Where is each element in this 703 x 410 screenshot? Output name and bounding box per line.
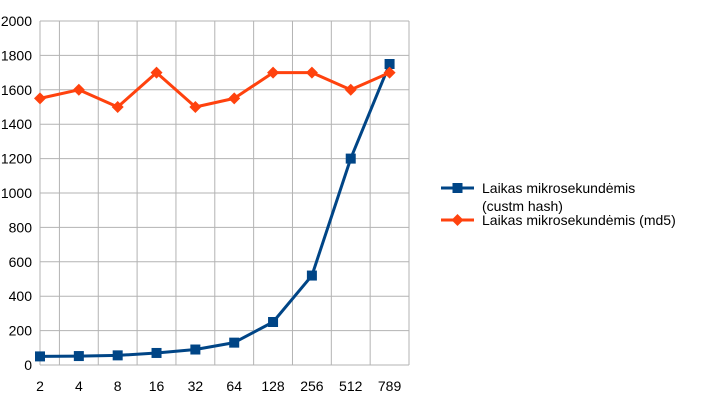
series-2-point [383, 66, 396, 79]
series-2-point [189, 101, 202, 113]
series-line-1 [39, 63, 391, 358]
series-1-point [35, 351, 45, 362]
y-tick-label: 1400 [1, 116, 32, 132]
y-tick-label: 1800 [1, 47, 32, 63]
series-1-point [229, 337, 240, 348]
x-tick-label: 64 [226, 378, 242, 394]
series-2-point [267, 66, 280, 79]
y-tick-label: 2000 [1, 13, 32, 29]
series-1-point [345, 153, 356, 164]
y-tick-label: 1000 [1, 185, 32, 201]
x-tick-label: 789 [378, 378, 402, 394]
series-1-point [112, 350, 123, 361]
series-2-point [111, 101, 124, 113]
x-tick-label: 4 [75, 378, 83, 394]
legend-marker-1 [452, 183, 463, 193]
series-1-point [268, 317, 279, 327]
series-2-point [34, 92, 46, 105]
series-2-point [344, 83, 357, 96]
series-1-point [384, 59, 395, 69]
legend-label-1: (custm hash) [482, 198, 563, 214]
y-tick-label: 200 [9, 323, 33, 339]
x-tick-label: 512 [339, 378, 363, 394]
y-tick-label: 400 [9, 288, 33, 304]
series-2-point [305, 66, 318, 79]
series-1-point [190, 344, 201, 355]
x-tick-label: 32 [188, 378, 204, 394]
y-tick-label: 1600 [1, 82, 32, 98]
series-2-point [150, 66, 163, 79]
x-tick-label: 128 [261, 378, 285, 394]
y-tick-label: 600 [9, 254, 33, 270]
x-tick-label: 16 [149, 378, 165, 394]
y-tick-label: 1200 [1, 151, 32, 167]
y-tick-label: 0 [24, 357, 32, 373]
x-tick-label: 8 [114, 378, 122, 394]
series-1-point [306, 270, 317, 281]
series-2-point [228, 92, 241, 105]
series-1-point [73, 351, 84, 362]
legend-marker-2 [451, 214, 464, 226]
legend-label-1: Laikas mikrosekundėmis [482, 180, 635, 196]
series-2-point [72, 83, 85, 96]
series-line-2 [39, 71, 391, 109]
x-tick-label: 2 [36, 378, 44, 394]
legend-label-2: Laikas mikrosekundėmis (md5) [482, 212, 676, 228]
x-tick-label: 256 [300, 378, 324, 394]
series-1-point [151, 347, 162, 358]
y-tick-label: 800 [9, 219, 33, 235]
